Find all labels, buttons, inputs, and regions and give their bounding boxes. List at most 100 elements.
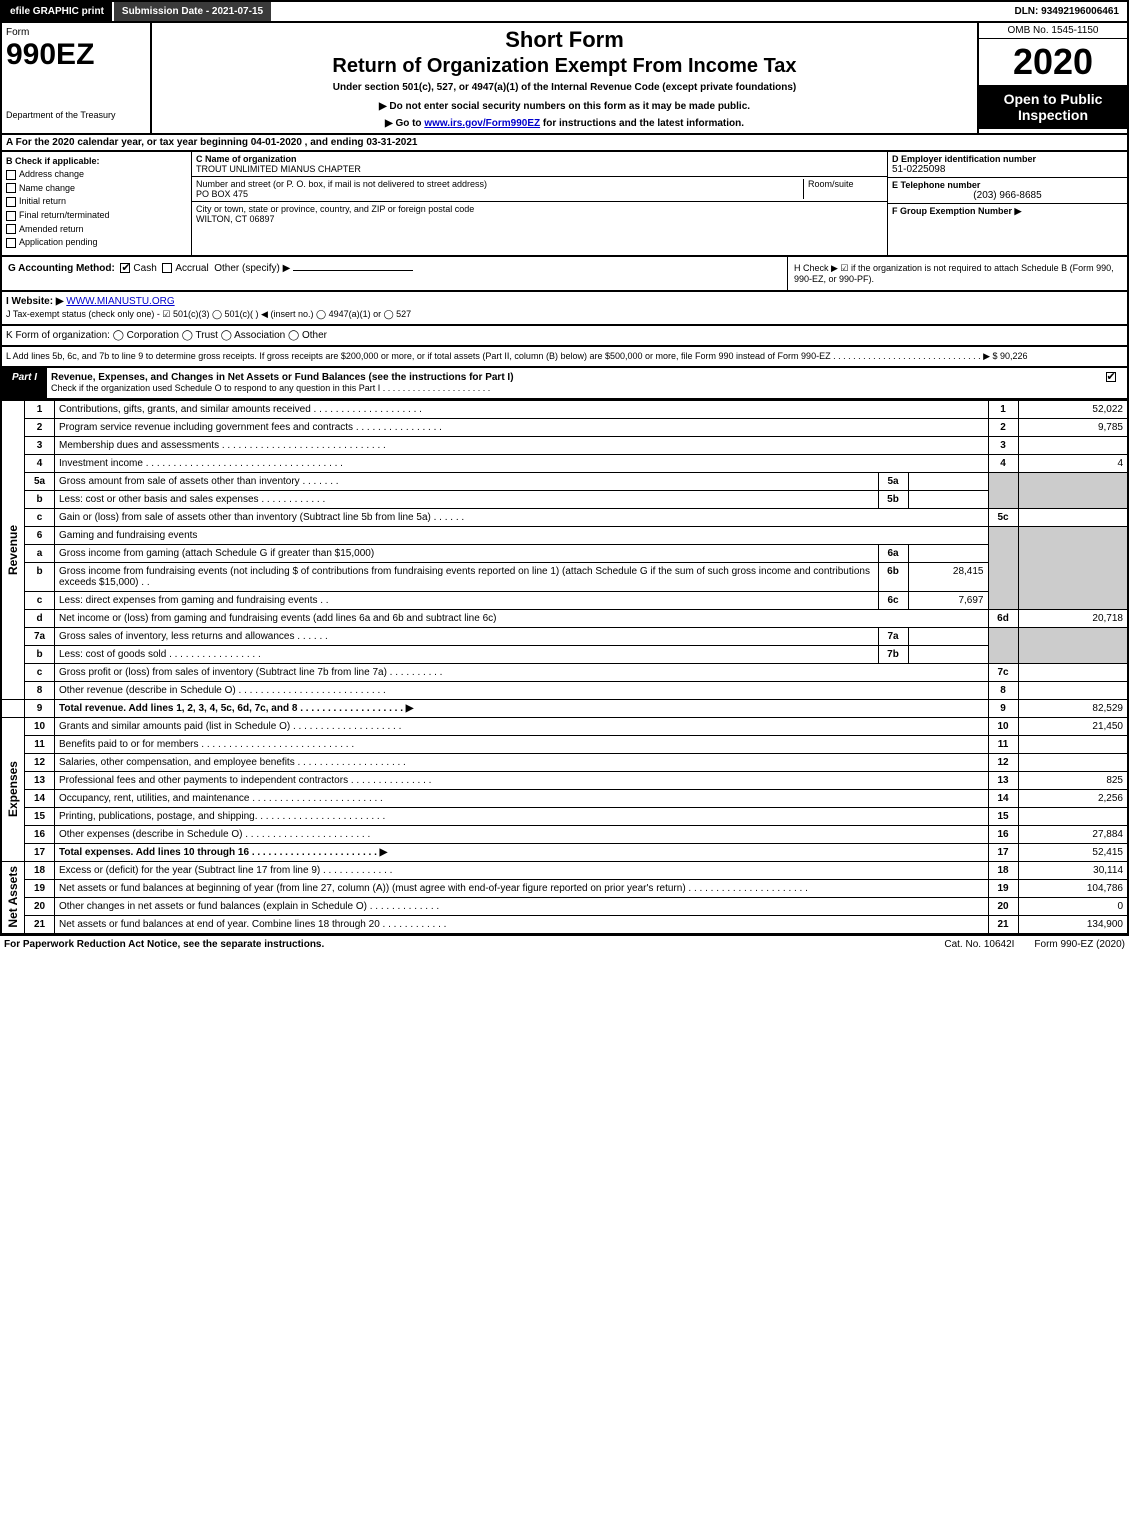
row-h: H Check ▶ ☑ if the organization is not r… [787, 257, 1127, 290]
sub-6a: 6a [878, 544, 908, 562]
desc-20: Other changes in net assets or fund bala… [55, 897, 989, 915]
desc-6: Gaming and fundraising events [55, 526, 989, 544]
desc-7a: Gross sales of inventory, less returns a… [55, 627, 879, 645]
other-specify-input[interactable] [293, 270, 413, 271]
num-6d: 6d [988, 609, 1018, 627]
desc-6c: Less: direct expenses from gaming and fu… [55, 591, 879, 609]
part-i-table: Revenue 1 Contributions, gifts, grants, … [0, 400, 1129, 935]
val-12 [1018, 753, 1128, 771]
form-label: Form [6, 27, 146, 38]
ln-6d: d [25, 609, 55, 627]
val-20: 0 [1018, 897, 1128, 915]
cb-address-change[interactable]: Address change [6, 169, 187, 180]
org-name-label: C Name of organization [196, 154, 883, 164]
section-b-header: B Check if applicable: [6, 156, 187, 166]
omb-number: OMB No. 1545-1150 [979, 23, 1127, 39]
cb-accrual[interactable] [162, 263, 172, 273]
row-g-h: G Accounting Method: Cash Accrual Other … [0, 257, 1129, 292]
sub-7b: 7b [878, 645, 908, 663]
ln-7a: 7a [25, 627, 55, 645]
side-expenses: Expenses [6, 761, 20, 817]
desc-19: Net assets or fund balances at beginning… [55, 879, 989, 897]
cb-amended-return[interactable]: Amended return [6, 224, 187, 235]
sub-5b: 5b [878, 490, 908, 508]
desc-8: Other revenue (describe in Schedule O) .… [55, 681, 989, 699]
cb-initial-return[interactable]: Initial return [6, 196, 187, 207]
num-9: 9 [988, 699, 1018, 717]
group-exemption-label: F Group Exemption Number ▶ [892, 206, 1123, 217]
ln-7c: c [25, 663, 55, 681]
tax-year: 2020 [979, 39, 1127, 85]
city-value: WILTON, CT 06897 [196, 214, 883, 224]
desc-5c: Gain or (loss) from sale of assets other… [55, 508, 989, 526]
dept-treasury: Department of the Treasury [6, 110, 146, 120]
val-4: 4 [1018, 454, 1128, 472]
num-1: 1 [988, 400, 1018, 418]
val-18: 30,114 [1018, 861, 1128, 879]
side-netassets: Net Assets [6, 866, 20, 928]
irs-link[interactable]: www.irs.gov/Form990EZ [424, 118, 540, 129]
tel-value: (203) 966-8685 [892, 190, 1123, 201]
efile-print-button[interactable]: efile GRAPHIC print [2, 2, 114, 21]
desc-5a: Gross amount from sale of assets other t… [55, 472, 879, 490]
subval-6a [908, 544, 988, 562]
topbar: efile GRAPHIC print Submission Date - 20… [0, 0, 1129, 23]
cb-final-return[interactable]: Final return/terminated [6, 210, 187, 221]
subtitle: Under section 501(c), 527, or 4947(a)(1)… [156, 82, 973, 93]
cb-cash[interactable] [120, 263, 130, 273]
val-8 [1018, 681, 1128, 699]
desc-1: Contributions, gifts, grants, and simila… [55, 400, 989, 418]
ln-14: 14 [25, 789, 55, 807]
desc-11: Benefits paid to or for members . . . . … [55, 735, 989, 753]
val-7c [1018, 663, 1128, 681]
ln-21: 21 [25, 915, 55, 934]
website-link[interactable]: WWW.MIANUSTU.ORG [66, 296, 174, 307]
org-name: TROUT UNLIMITED MIANUS CHAPTER [196, 164, 883, 174]
val-2: 9,785 [1018, 418, 1128, 436]
note-ssn: ▶ Do not enter social security numbers o… [156, 101, 973, 112]
val-14: 2,256 [1018, 789, 1128, 807]
part-i-title: Revenue, Expenses, and Changes in Net As… [51, 372, 514, 383]
dln: DLN: 93492196006461 [1006, 2, 1127, 21]
subval-6b: 28,415 [908, 562, 988, 591]
ln-2: 2 [25, 418, 55, 436]
section-b: B Check if applicable: Address change Na… [2, 152, 192, 255]
cash-label: Cash [133, 263, 156, 274]
form-header: Form 990EZ Department of the Treasury Sh… [0, 23, 1129, 135]
form-number: 990EZ [6, 38, 146, 72]
website-label: I Website: ▶ [6, 296, 64, 307]
ln-10: 10 [25, 717, 55, 735]
tel-label: E Telephone number [892, 180, 1123, 190]
subval-5a [908, 472, 988, 490]
desc-4: Investment income . . . . . . . . . . . … [55, 454, 989, 472]
note-goto: ▶ Go to www.irs.gov/Form990EZ for instru… [156, 118, 973, 129]
val-15 [1018, 807, 1128, 825]
section-b-to-f: B Check if applicable: Address change Na… [0, 152, 1129, 257]
desc-7b: Less: cost of goods sold . . . . . . . .… [55, 645, 879, 663]
desc-10: Grants and similar amounts paid (list in… [55, 717, 989, 735]
ln-4: 4 [25, 454, 55, 472]
num-5c: 5c [988, 508, 1018, 526]
ein-value: 51-0225098 [892, 164, 1123, 175]
desc-18: Excess or (deficit) for the year (Subtra… [55, 861, 989, 879]
val-3 [1018, 436, 1128, 454]
ln-8: 8 [25, 681, 55, 699]
row-k: K Form of organization: ◯ Corporation ◯ … [0, 326, 1129, 347]
desc-16: Other expenses (describe in Schedule O) … [55, 825, 989, 843]
ln-17: 17 [25, 843, 55, 861]
ln-13: 13 [25, 771, 55, 789]
room-suite-label: Room/suite [803, 179, 883, 199]
cb-name-change[interactable]: Name change [6, 183, 187, 194]
num-21: 21 [988, 915, 1018, 934]
sub-5a: 5a [878, 472, 908, 490]
addr-label: Number and street (or P. O. box, if mail… [196, 179, 803, 189]
desc-6a: Gross income from gaming (attach Schedul… [55, 544, 879, 562]
cb-schedule-o[interactable] [1106, 372, 1116, 382]
ln-1: 1 [25, 400, 55, 418]
num-15: 15 [988, 807, 1018, 825]
desc-6b: Gross income from fundraising events (no… [55, 562, 879, 591]
accrual-label: Accrual [175, 263, 208, 274]
cb-application-pending[interactable]: Application pending [6, 237, 187, 248]
val-5c [1018, 508, 1128, 526]
desc-2: Program service revenue including govern… [55, 418, 989, 436]
